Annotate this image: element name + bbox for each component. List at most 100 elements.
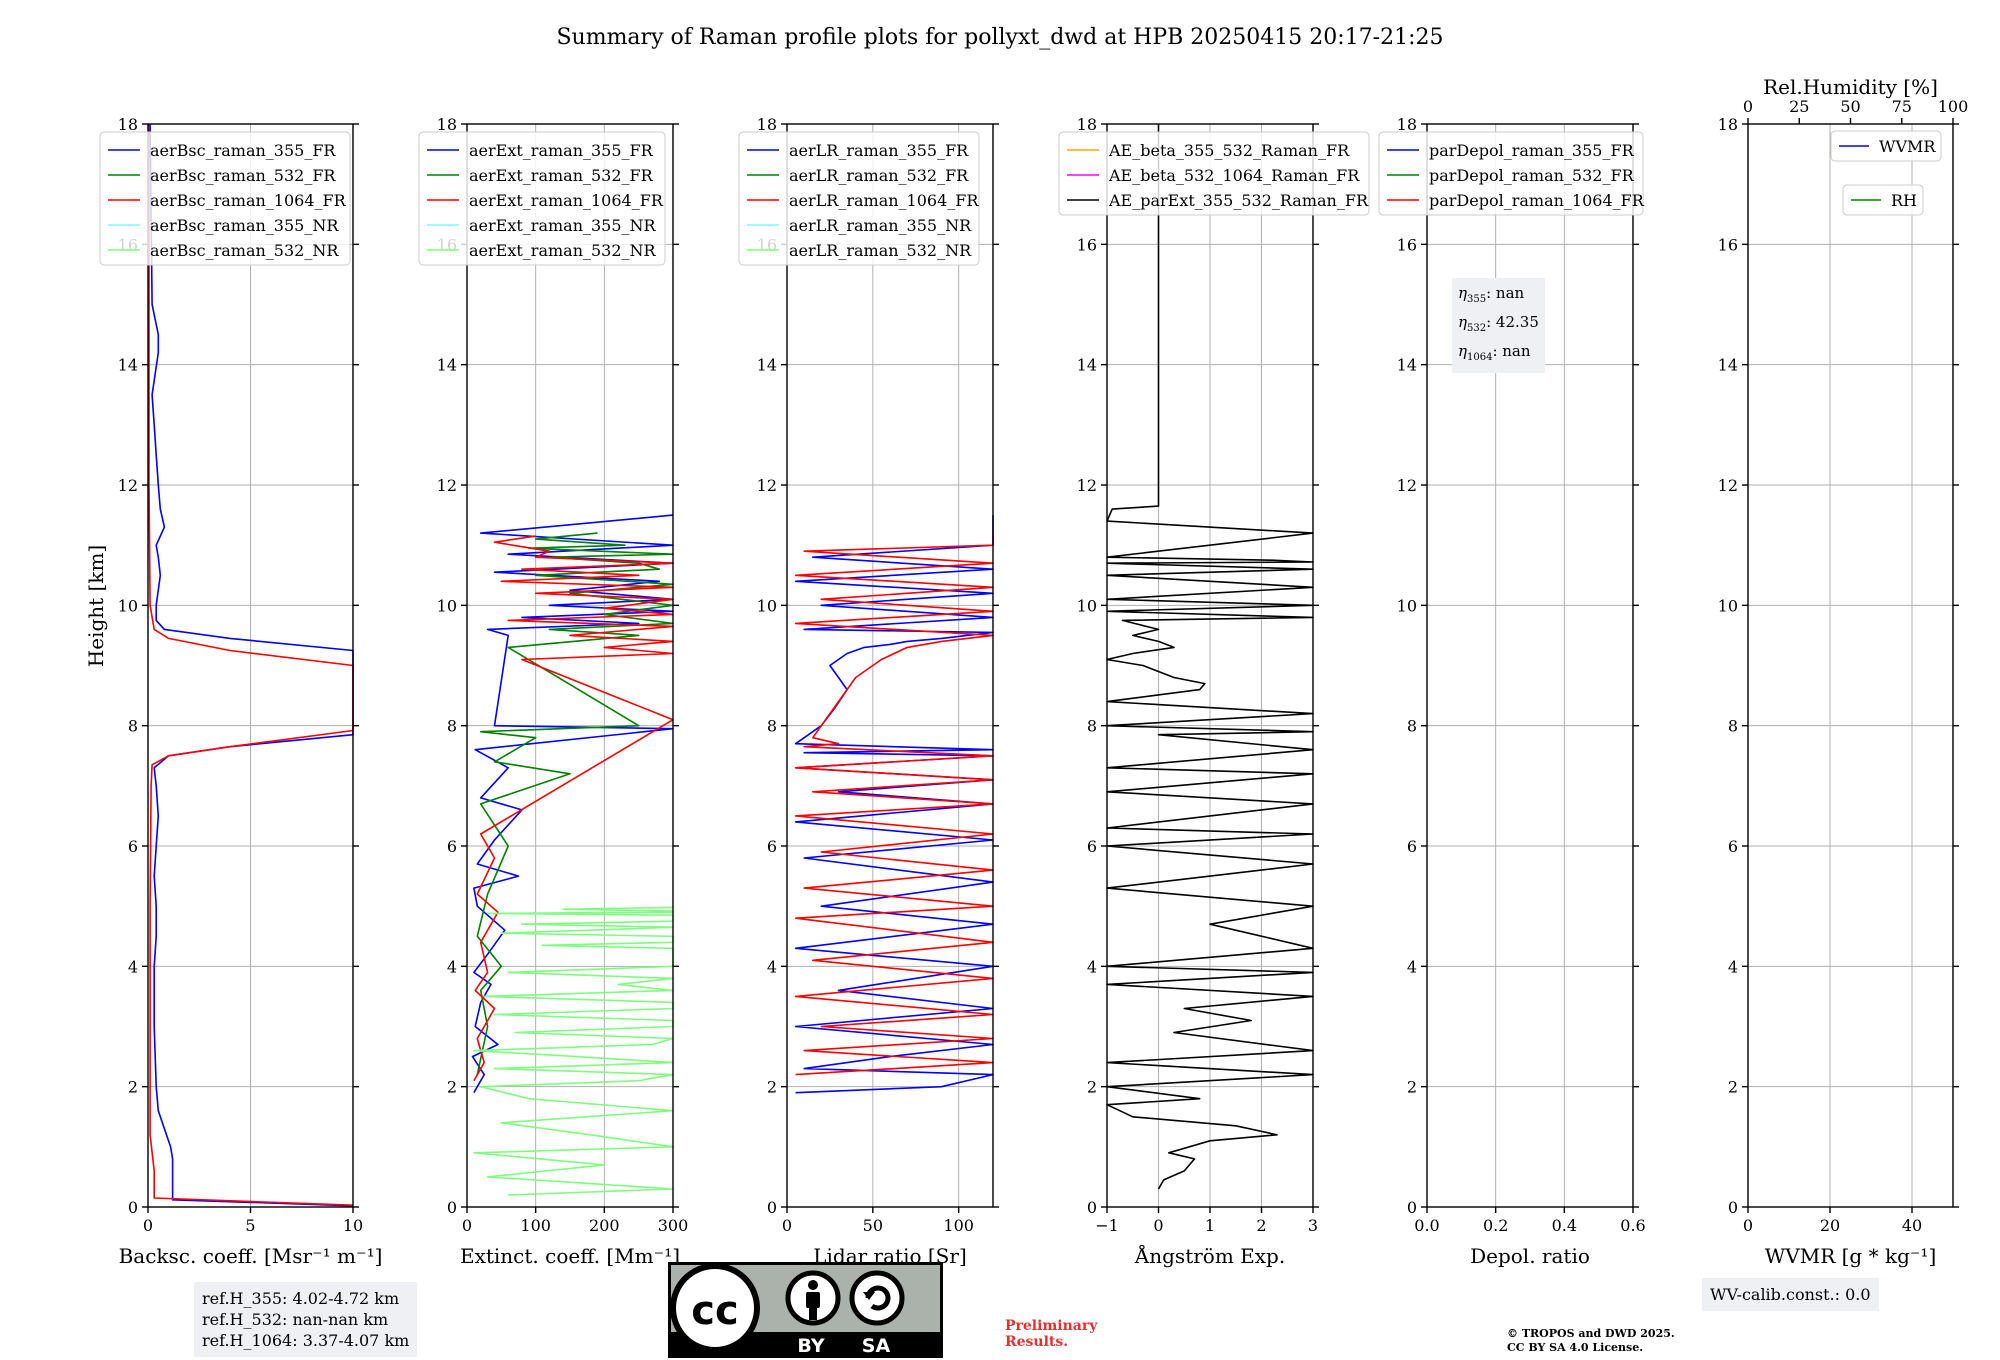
y-tick-label: 10 <box>1077 596 1097 615</box>
y-tick-label: 14 <box>118 356 138 375</box>
cc-logo-icon <box>670 1263 760 1353</box>
legend-box <box>738 131 980 266</box>
x-tick-label: 50 <box>863 1216 883 1235</box>
legend-label: parDepol_raman_355_FR <box>1429 141 1635 160</box>
legend-label: aerBsc_raman_355_FR <box>150 141 336 160</box>
x-tick-label: 20 <box>1820 1216 1840 1235</box>
x2-tick-label: 75 <box>1892 97 1912 116</box>
x-tick-label: 2 <box>1256 1216 1266 1235</box>
y-tick-label: 6 <box>1728 837 1738 856</box>
y-tick-label: 0 <box>767 1198 777 1217</box>
y-tick-label: 0 <box>1087 1198 1097 1217</box>
reference-height-box: ref.H_355: 4.02-4.72 km ref.H_532: nan-n… <box>194 1282 418 1357</box>
legend-label: parDepol_raman_1064_FR <box>1429 191 1645 210</box>
license-by-label: BY <box>797 1335 824 1357</box>
x-tick-label: 0.0 <box>1414 1216 1439 1235</box>
x-axis-label: Ångström Exp. <box>1134 1243 1285 1268</box>
legend-box <box>418 131 666 266</box>
legend-label: aerExt_raman_355_NR <box>469 216 657 235</box>
legend-label: aerExt_raman_1064_FR <box>469 191 664 210</box>
x-tick-label: 40 <box>1902 1216 1922 1235</box>
y-tick-label: 8 <box>767 717 777 736</box>
x-tick-label: 0 <box>462 1216 472 1235</box>
y-tick-label: 10 <box>118 596 138 615</box>
y-tick-label: 4 <box>1728 957 1738 976</box>
preliminary-results-note: Preliminary Results. <box>1005 1318 1098 1350</box>
legend-label: parDepol_raman_532_FR <box>1429 166 1635 185</box>
figure-title: Summary of Raman profile plots for polly… <box>556 25 1443 50</box>
legend-label: AE_beta_532_1064_Raman_FR <box>1108 166 1360 185</box>
y-tick-label: 12 <box>118 476 138 495</box>
y-tick-label: 2 <box>1407 1078 1417 1097</box>
ref-height-532: ref.H_532: nan-nan km <box>202 1310 389 1329</box>
ref-height-1064: ref.H_1064: 3.37-4.07 km <box>202 1331 410 1350</box>
y-tick-label: 10 <box>1718 596 1738 615</box>
wv-calibration-box: WV-calib.const.: 0.0 <box>1702 1278 1879 1311</box>
y-tick-label: 14 <box>1077 356 1097 375</box>
cc-license-badge: cc BY SA <box>668 1262 943 1358</box>
y-tick-label: 10 <box>757 596 777 615</box>
y-tick-label: 14 <box>1397 356 1417 375</box>
eta-1064: η1064: nan <box>1458 342 1531 363</box>
x-tick-label: 5 <box>245 1216 255 1235</box>
legend-label: aerBsc_raman_355_NR <box>150 216 339 235</box>
panel-5: 0 2 4 6 8 10 12 14 16 18 0.0 0.2 0.4 0.6 Depol. ratio p… <box>1378 115 1646 1268</box>
panel-3: 024681012141618050100Lidar ratio [Sr]aer… <box>738 115 999 1268</box>
y-tick-label: 14 <box>757 356 777 375</box>
x-tick-label: 200 <box>589 1216 620 1235</box>
y-tick-label: 8 <box>1728 717 1738 736</box>
y-axis-label: Height [km] <box>84 545 108 667</box>
y-tick-label: 2 <box>128 1078 138 1097</box>
x-tick-label: 100 <box>520 1216 551 1235</box>
copyright-note: © TROPOS and DWD 2025. CC BY SA 4.0 Lice… <box>1507 1327 1675 1354</box>
y-tick-label: 12 <box>757 476 777 495</box>
x-axis-label: WVMR [g * kg⁻¹] <box>1765 1244 1937 1268</box>
legend-label: aerLR_raman_532_NR <box>789 241 972 260</box>
y-tick-label: 18 <box>1077 115 1097 134</box>
share-alike-icon <box>849 1270 905 1326</box>
wv-calibration-constant: WV-calib.const.: 0.0 <box>1710 1285 1871 1304</box>
y-tick-label: 6 <box>1407 837 1417 856</box>
eta-values-box: η355: nan η532: 42.35 η1064: nan <box>1452 278 1545 373</box>
y-tick-label: 12 <box>1718 476 1738 495</box>
y-tick-label: 2 <box>1087 1078 1097 1097</box>
x-tick-label: 0.4 <box>1552 1216 1577 1235</box>
y-tick-label: 10 <box>437 596 457 615</box>
series-line <box>473 535 674 1082</box>
axes-frame <box>1747 123 1954 1208</box>
x2-tick-label: 0 <box>1743 97 1753 116</box>
license-sa-label: SA <box>862 1335 891 1357</box>
y-tick-label: 16 <box>1077 235 1097 254</box>
x-tick-label: 0 <box>1153 1216 1163 1235</box>
panel-6: 0 2 4 6 8 10 12 14 16 18 0 20 40 WVMR [g * kg⁻¹] 0 25 50… <box>1718 75 1969 1268</box>
y-tick-label: 0 <box>1407 1198 1417 1217</box>
legend-label: aerExt_raman_532_NR <box>469 241 657 260</box>
series-line <box>471 514 674 1094</box>
y-tick-label: 12 <box>437 476 457 495</box>
y-tick-label: 2 <box>1728 1078 1738 1097</box>
y-tick-label: 0 <box>1728 1198 1738 1217</box>
x2-axis-label: Rel.Humidity [%] <box>1763 75 1938 99</box>
y-tick-label: 18 <box>118 115 138 134</box>
y-tick-label: 8 <box>1087 717 1097 736</box>
legend-box <box>99 131 351 266</box>
x-tick-label: 0 <box>1743 1216 1753 1235</box>
y-tick-label: 8 <box>128 717 138 736</box>
y-tick-label: 2 <box>767 1078 777 1097</box>
legend-label: aerLR_raman_355_FR <box>789 141 969 160</box>
series-line <box>473 906 674 1196</box>
axes-frame <box>1426 123 1634 1208</box>
legend-box <box>1378 131 1644 216</box>
x-tick-label: 0 <box>143 1216 153 1235</box>
x-axis-label: Extinct. coeff. [Mm⁻¹] <box>460 1244 680 1268</box>
y-tick-label: 2 <box>447 1078 457 1097</box>
eta-532: η532: 42.35 <box>1458 313 1539 334</box>
series-line <box>148 124 354 1206</box>
y-tick-label: 4 <box>1407 957 1417 976</box>
axes-frame <box>466 123 674 1208</box>
legend-box <box>1842 184 1924 216</box>
y-tick-label: 8 <box>447 717 457 736</box>
y-tick-label: 6 <box>447 837 457 856</box>
